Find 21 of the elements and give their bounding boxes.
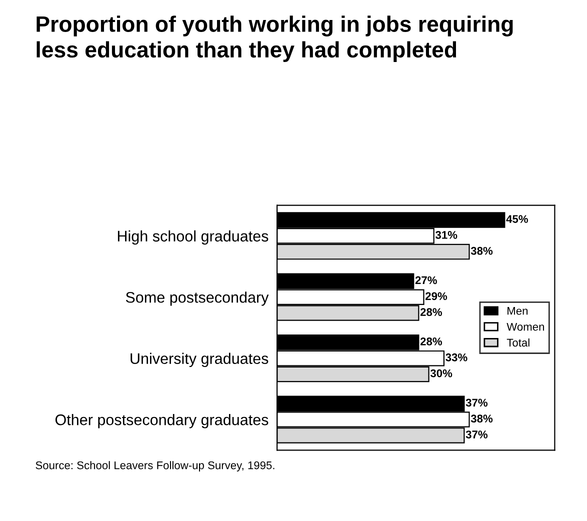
data-label: 29%	[426, 292, 448, 300]
data-label: 28%	[420, 308, 442, 316]
y-tick-label: Other postsecondary graduates	[55, 414, 268, 428]
data-label: 45%	[506, 215, 528, 223]
source-note: Source: School Leavers Follow-up Survey, 1995.	[36, 461, 274, 472]
data-label: 30%	[430, 369, 452, 378]
y-tick-label: High school graduates	[118, 230, 268, 245]
data-label: 28%	[420, 338, 442, 346]
chart-title: Proportion of youth working in jobs requiring less education than they had completed	[36, 16, 513, 62]
data-label: 38%	[470, 246, 493, 255]
data-label: 38%	[470, 414, 493, 423]
data-label: 33%	[446, 353, 468, 362]
legend-label: Men	[508, 307, 528, 315]
legend-label: Total	[506, 338, 530, 347]
data-label: 37%	[466, 398, 488, 407]
legend-label: Women	[506, 322, 544, 331]
y-tick-label: Some postsecondary	[126, 292, 269, 306]
data-label: 31%	[435, 230, 458, 239]
data-label: 27%	[415, 276, 437, 284]
data-label: 37%	[466, 430, 488, 438]
y-tick-label: University graduates	[130, 352, 268, 368]
